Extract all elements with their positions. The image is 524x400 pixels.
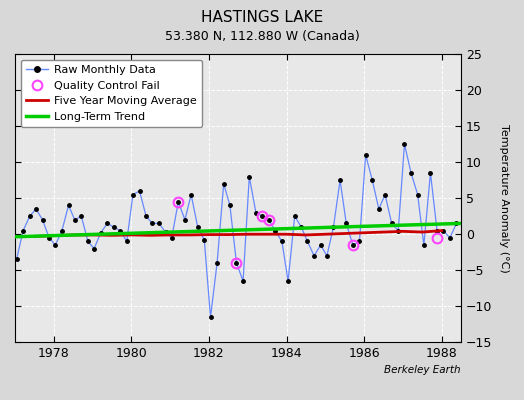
Y-axis label: Temperature Anomaly (°C): Temperature Anomaly (°C) bbox=[499, 124, 509, 272]
Legend: Raw Monthly Data, Quality Control Fail, Five Year Moving Average, Long-Term Tren: Raw Monthly Data, Quality Control Fail, … bbox=[20, 60, 202, 127]
Text: 53.380 N, 112.880 W (Canada): 53.380 N, 112.880 W (Canada) bbox=[165, 30, 359, 43]
Text: Berkeley Earth: Berkeley Earth bbox=[385, 366, 461, 376]
Text: HASTINGS LAKE: HASTINGS LAKE bbox=[201, 10, 323, 25]
